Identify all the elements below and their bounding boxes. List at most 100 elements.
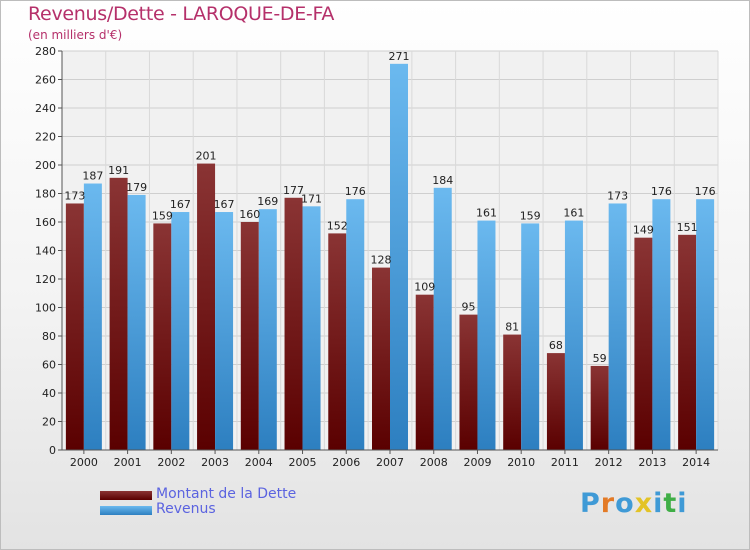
data-label-revenus-2004: 169	[257, 195, 278, 208]
data-label-revenus-2010: 159	[520, 209, 541, 222]
y-tick-label: 80	[42, 330, 56, 343]
logo-letter: i	[677, 488, 688, 519]
data-label-revenus-2000: 187	[82, 170, 103, 183]
y-tick-label: 0	[49, 444, 56, 457]
data-label-debt-2009: 95	[461, 301, 475, 314]
y-tick-label: 280	[35, 45, 56, 58]
data-label-debt-2010: 81	[505, 321, 519, 334]
bar-debt-2004	[240, 222, 259, 450]
legend-swatch-debt	[100, 491, 152, 500]
x-tick-label-2010: 2010	[507, 456, 535, 469]
data-label-debt-2003: 201	[196, 150, 217, 163]
y-tick-label: 160	[35, 216, 56, 229]
bar-revenus-2011	[564, 220, 583, 450]
y-tick-label: 200	[35, 159, 56, 172]
x-tick-label-2006: 2006	[332, 456, 360, 469]
bar-debt-2006	[328, 233, 347, 450]
y-tick-label: 220	[35, 131, 56, 144]
proxiti-logo: Proxiti	[580, 488, 688, 519]
logo-letter: x	[634, 488, 654, 519]
x-tick-label-2008: 2008	[420, 456, 448, 469]
x-tick-label-2014: 2014	[682, 456, 710, 469]
data-label-debt-2013: 149	[633, 224, 654, 237]
data-label-debt-2011: 68	[549, 339, 563, 352]
logo-letter: t	[663, 488, 678, 519]
bar-debt-2009	[459, 314, 478, 450]
data-label-revenus-2011: 161	[563, 207, 584, 220]
y-tick-label: 100	[35, 302, 56, 315]
bar-revenus-2005	[302, 206, 321, 450]
bar-debt-2012	[590, 365, 609, 450]
bar-debt-2003	[197, 163, 216, 450]
data-label-revenus-2001: 179	[126, 181, 147, 194]
legend-swatch-revenus	[100, 506, 152, 515]
data-label-debt-2012: 59	[593, 352, 607, 365]
y-tick-label: 60	[42, 359, 56, 372]
chart-subtitle: (en milliers d'€)	[28, 28, 123, 42]
data-label-revenus-2008: 184	[432, 174, 453, 187]
bar-revenus-2007	[390, 63, 408, 450]
bar-revenus-2014	[696, 199, 715, 450]
bar-debt-2013	[634, 237, 653, 450]
y-tick-label: 120	[35, 273, 56, 286]
y-tick-label: 140	[35, 245, 56, 258]
bar-debt-2010	[503, 334, 522, 450]
bar-revenus-2002	[171, 212, 190, 450]
bar-debt-2008	[415, 294, 434, 450]
data-label-revenus-2009: 161	[476, 207, 497, 220]
data-label-revenus-2013: 176	[651, 185, 672, 198]
x-tick-label-2012: 2012	[595, 456, 623, 469]
x-tick-label-2002: 2002	[157, 456, 185, 469]
legend-label-revenus: Revenus	[156, 501, 216, 517]
bar-revenus-2001	[127, 194, 146, 450]
y-tick-label: 40	[42, 387, 56, 400]
logo-letter: P	[580, 488, 601, 519]
data-label-debt-2004: 160	[239, 208, 260, 221]
logo-letter: o	[615, 488, 635, 519]
data-label-revenus-2014: 176	[695, 185, 716, 198]
x-tick-label-2004: 2004	[245, 456, 273, 469]
data-label-debt-2006: 152	[327, 219, 348, 232]
x-tick-label-2013: 2013	[638, 456, 666, 469]
x-tick-label-2003: 2003	[201, 456, 229, 469]
data-label-revenus-2002: 167	[170, 198, 191, 211]
data-label-revenus-2006: 176	[345, 185, 366, 198]
data-label-revenus-2003: 167	[214, 198, 235, 211]
x-tick-label-2007: 2007	[376, 456, 404, 469]
bar-revenus-2006	[346, 199, 365, 450]
legend-label-debt: Montant de la Dette	[156, 486, 297, 502]
y-tick-label: 240	[35, 102, 56, 115]
bar-revenus-2009	[477, 220, 496, 450]
data-label-debt-2005: 177	[283, 184, 304, 197]
bar-revenus-2010	[521, 223, 540, 450]
bar-debt-2011	[546, 353, 565, 450]
x-tick-label-2011: 2011	[551, 456, 579, 469]
chart-title: Revenus/Dette - LAROQUE-DE-FA	[28, 3, 335, 25]
bar-revenus-2012	[608, 203, 627, 450]
data-label-debt-2001: 191	[108, 164, 129, 177]
y-tick-label: 180	[35, 188, 56, 201]
logo-letter: r	[600, 488, 616, 519]
x-tick-label-2001: 2001	[114, 456, 142, 469]
x-tick-label-2005: 2005	[289, 456, 317, 469]
data-label-debt-2014: 151	[677, 221, 698, 234]
data-label-debt-2002: 159	[152, 209, 173, 222]
bar-debt-2002	[153, 223, 172, 450]
y-tick-label: 20	[42, 416, 56, 429]
bar-debt-2005	[284, 197, 303, 450]
bar-debt-2001	[109, 177, 128, 450]
data-label-revenus-2007: 271	[389, 50, 410, 63]
data-label-debt-2007: 128	[371, 254, 392, 267]
data-label-debt-2008: 109	[414, 281, 435, 294]
data-label-revenus-2012: 173	[607, 189, 628, 202]
bar-revenus-2004	[258, 209, 277, 450]
bar-debt-2014	[678, 234, 697, 450]
bar-debt-2007	[372, 267, 390, 450]
bar-revenus-2000	[83, 183, 102, 450]
data-label-revenus-2005: 171	[301, 192, 322, 205]
bar-revenus-2013	[652, 199, 671, 450]
y-tick-label: 260	[35, 74, 56, 87]
x-tick-label-2000: 2000	[70, 456, 98, 469]
bar-revenus-2008	[433, 187, 452, 451]
